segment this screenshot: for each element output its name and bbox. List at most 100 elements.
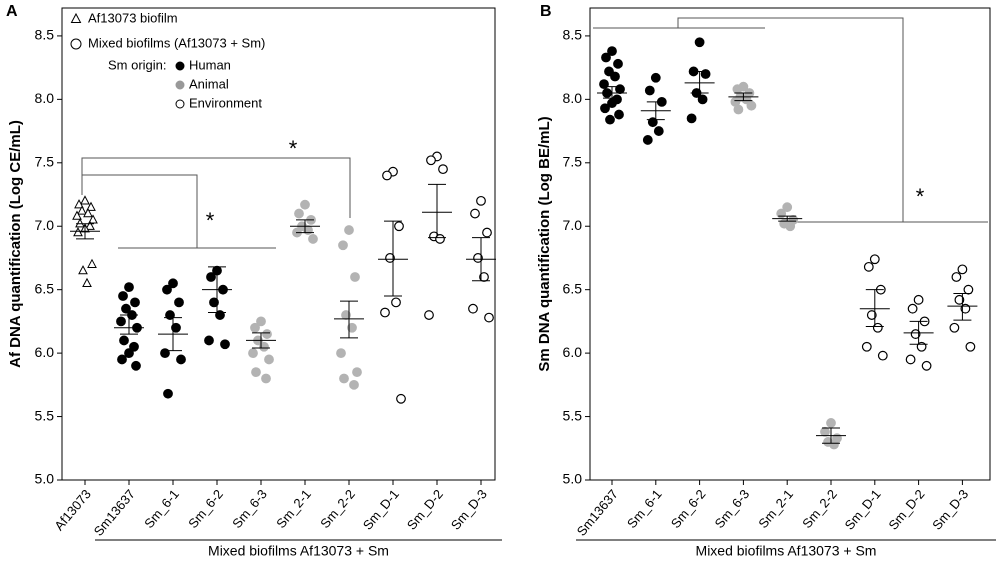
point: [877, 350, 888, 361]
x-tick-label: Af13073: [51, 486, 94, 533]
y-axis-label: Af DNA quantification (Log CE/mL): [7, 120, 24, 368]
point: [308, 234, 318, 244]
point: [910, 329, 921, 339]
y-tick-label: 7.5: [563, 153, 583, 169]
point: [473, 253, 483, 263]
point: [347, 322, 357, 333]
point: [382, 170, 392, 181]
y-tick-label: 6.5: [35, 280, 55, 296]
panel-label: B: [540, 3, 552, 20]
point: [957, 264, 968, 275]
point: [220, 339, 230, 350]
point: [256, 316, 266, 327]
point: [80, 195, 90, 205]
point: [82, 277, 92, 287]
x-tick-label: Sm13637: [574, 486, 621, 538]
y-tick-label: 8.5: [35, 27, 55, 43]
point: [785, 221, 796, 232]
point: [74, 199, 84, 209]
point: [954, 294, 965, 305]
x-tick-label: Sm_D-3: [929, 486, 971, 532]
significance: *: [206, 208, 215, 233]
point: [396, 393, 406, 404]
point: [601, 52, 611, 63]
point: [380, 307, 390, 318]
point: [349, 379, 359, 390]
group-label: Mixed biofilms Af13073 + Sm: [696, 543, 877, 559]
point: [826, 418, 836, 428]
point: [426, 155, 436, 166]
point: [87, 258, 97, 268]
y-tick-label: 7.5: [35, 153, 55, 169]
point: [339, 373, 349, 384]
x-tick-label: Sm_D-3: [448, 486, 490, 532]
x-tick-label: Sm_D-2: [885, 486, 927, 532]
point: [118, 291, 128, 301]
point: [614, 109, 624, 120]
point: [869, 254, 880, 265]
y-tick-label: 7.0: [563, 217, 583, 233]
point: [484, 312, 494, 323]
x-tick-label: Sm_2-1: [273, 486, 314, 531]
x-tick-label: Sm_6-2: [185, 486, 226, 531]
point: [124, 282, 134, 293]
point: [117, 354, 127, 365]
y-tick-label: 8.5: [563, 27, 583, 43]
point: [607, 46, 617, 57]
y-tick-label: 6.0: [563, 344, 583, 360]
y-axis-label: Sm DNA quantification (Log BE/mL): [536, 116, 553, 371]
point: [644, 85, 655, 96]
x-tick-label: Sm_6-2: [668, 486, 709, 531]
legend-marker: [175, 80, 185, 90]
x-tick-label: Sm_D-1: [360, 486, 402, 532]
legend-label: Human: [189, 57, 231, 72]
point: [438, 164, 448, 175]
point: [264, 354, 274, 365]
point: [605, 114, 615, 125]
significance: *: [289, 136, 298, 161]
point: [907, 303, 918, 314]
point: [344, 225, 354, 235]
point: [610, 71, 620, 82]
plot-frame: [589, 7, 991, 481]
point: [394, 221, 404, 232]
point: [206, 272, 216, 282]
legend-label: Af13073 biofilm: [88, 10, 178, 25]
point: [259, 341, 269, 352]
point: [78, 265, 88, 275]
point: [470, 208, 480, 219]
point: [468, 303, 478, 314]
point: [642, 135, 653, 145]
point: [352, 367, 362, 378]
point: [424, 310, 434, 320]
x-tick-label: Sm_2-1: [755, 486, 796, 531]
x-tick-label: Sm13637: [91, 486, 138, 538]
brackets: [81, 17, 988, 249]
point: [949, 322, 960, 333]
point: [913, 294, 924, 305]
point: [83, 207, 93, 218]
point: [921, 360, 932, 371]
x-tick-label: Sm_D-1: [842, 486, 884, 532]
point: [86, 201, 96, 211]
y-tick-label: 6.5: [563, 280, 583, 296]
point: [204, 335, 214, 346]
legend-marker: [175, 61, 185, 71]
point: [300, 199, 310, 210]
point: [863, 261, 874, 272]
point: [294, 208, 304, 219]
point: [262, 329, 272, 339]
point: [77, 205, 87, 215]
legend-label: Mixed biofilms (Af13073 + Sm): [88, 35, 265, 50]
point: [174, 297, 184, 308]
legend-label: Environment: [189, 95, 262, 110]
bracket: [82, 174, 198, 248]
point: [482, 227, 492, 238]
point: [861, 341, 872, 352]
point: [168, 278, 178, 289]
point: [338, 240, 348, 251]
point: [694, 37, 705, 48]
panel-label: A: [6, 3, 18, 20]
x-tick-label: Sm_6-1: [141, 486, 182, 531]
point: [350, 272, 360, 282]
